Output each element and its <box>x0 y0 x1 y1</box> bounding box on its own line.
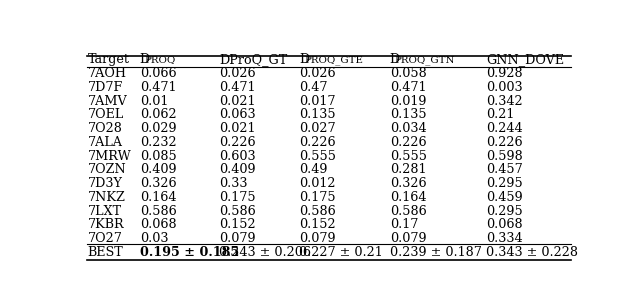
Text: 0.471: 0.471 <box>140 81 176 94</box>
Text: 0.586: 0.586 <box>390 205 426 218</box>
Text: 0.409: 0.409 <box>220 163 256 176</box>
Text: 0.027: 0.027 <box>299 122 335 135</box>
Text: 7LXT: 7LXT <box>88 205 122 218</box>
Text: 0.085: 0.085 <box>140 150 177 163</box>
Text: 0.21: 0.21 <box>486 108 514 121</box>
Text: PROQ_GTN: PROQ_GTN <box>395 55 456 65</box>
Text: 0.295: 0.295 <box>486 177 523 190</box>
Text: 0.227 ± 0.21: 0.227 ± 0.21 <box>299 246 383 259</box>
Text: 0.243 ± 0.206: 0.243 ± 0.206 <box>220 246 311 259</box>
Text: 0.175: 0.175 <box>299 191 335 204</box>
Text: 0.226: 0.226 <box>299 136 335 149</box>
Text: 0.17: 0.17 <box>390 219 418 231</box>
Text: 0.49: 0.49 <box>299 163 328 176</box>
Text: D: D <box>140 53 150 67</box>
Text: 0.232: 0.232 <box>140 136 176 149</box>
Text: 0.058: 0.058 <box>390 67 426 80</box>
Text: 0.226: 0.226 <box>390 136 426 149</box>
Text: 0.152: 0.152 <box>299 219 335 231</box>
Text: 0.026: 0.026 <box>220 67 256 80</box>
Text: 0.239 ± 0.187: 0.239 ± 0.187 <box>390 246 481 259</box>
Text: Target: Target <box>88 53 129 67</box>
Text: 0.079: 0.079 <box>220 232 256 245</box>
Text: 0.03: 0.03 <box>140 232 168 245</box>
Text: 0.062: 0.062 <box>140 108 176 121</box>
Text: 0.135: 0.135 <box>390 108 426 121</box>
Text: D: D <box>390 53 400 67</box>
Text: 0.079: 0.079 <box>299 232 335 245</box>
Text: 0.555: 0.555 <box>299 150 336 163</box>
Text: GNN_DOVE: GNN_DOVE <box>486 53 564 67</box>
Text: 0.226: 0.226 <box>486 136 522 149</box>
Text: 0.33: 0.33 <box>220 177 248 190</box>
Text: 0.342: 0.342 <box>486 95 522 108</box>
Text: BEST: BEST <box>88 246 123 259</box>
Text: 7MRW: 7MRW <box>88 150 131 163</box>
Text: 0.226: 0.226 <box>220 136 256 149</box>
Text: 0.334: 0.334 <box>486 232 522 245</box>
Text: 7O28: 7O28 <box>88 122 122 135</box>
Text: 0.471: 0.471 <box>390 81 426 94</box>
Text: 0.017: 0.017 <box>299 95 335 108</box>
Text: 0.021: 0.021 <box>220 95 256 108</box>
Text: 0.586: 0.586 <box>299 205 336 218</box>
Text: 0.409: 0.409 <box>140 163 176 176</box>
Text: 0.021: 0.021 <box>220 122 256 135</box>
Text: 7KBR: 7KBR <box>88 219 124 231</box>
Text: 7NKZ: 7NKZ <box>88 191 125 204</box>
Text: 0.019: 0.019 <box>390 95 426 108</box>
Text: 0.586: 0.586 <box>140 205 177 218</box>
Text: 0.079: 0.079 <box>390 232 426 245</box>
Text: PROQ_GTE: PROQ_GTE <box>304 55 364 65</box>
Text: 0.164: 0.164 <box>140 191 176 204</box>
Text: 7D3Y: 7D3Y <box>88 177 122 190</box>
Text: 0.164: 0.164 <box>390 191 426 204</box>
Text: 7ALA: 7ALA <box>88 136 122 149</box>
Text: 0.244: 0.244 <box>486 122 522 135</box>
Text: 0.343 ± 0.228: 0.343 ± 0.228 <box>486 246 578 259</box>
Text: 0.026: 0.026 <box>299 67 335 80</box>
Text: 0.068: 0.068 <box>486 219 522 231</box>
Text: 0.281: 0.281 <box>390 163 426 176</box>
Text: 7D7F: 7D7F <box>88 81 123 94</box>
Text: 0.034: 0.034 <box>390 122 426 135</box>
Text: 0.603: 0.603 <box>220 150 256 163</box>
Text: 0.459: 0.459 <box>486 191 523 204</box>
Text: 7OZN: 7OZN <box>88 163 126 176</box>
Text: 0.003: 0.003 <box>486 81 522 94</box>
Text: 0.068: 0.068 <box>140 219 176 231</box>
Text: 0.063: 0.063 <box>220 108 256 121</box>
Text: 0.295: 0.295 <box>486 205 523 218</box>
Text: D: D <box>299 53 309 67</box>
Text: 0.066: 0.066 <box>140 67 176 80</box>
Text: DProQ_GT: DProQ_GT <box>220 53 287 67</box>
Text: 7AOH: 7AOH <box>88 67 127 80</box>
Text: 0.928: 0.928 <box>486 67 522 80</box>
Text: 7O27: 7O27 <box>88 232 122 245</box>
Text: 0.326: 0.326 <box>140 177 176 190</box>
Text: 0.326: 0.326 <box>390 177 426 190</box>
Text: 0.195 ± 0.185: 0.195 ± 0.185 <box>140 246 239 259</box>
Text: 0.598: 0.598 <box>486 150 523 163</box>
Text: 0.457: 0.457 <box>486 163 523 176</box>
Text: 0.029: 0.029 <box>140 122 176 135</box>
Text: 0.175: 0.175 <box>220 191 256 204</box>
Text: 0.012: 0.012 <box>299 177 335 190</box>
Text: 0.586: 0.586 <box>220 205 256 218</box>
Text: PROQ: PROQ <box>145 55 176 64</box>
Text: 0.555: 0.555 <box>390 150 427 163</box>
Text: 0.01: 0.01 <box>140 95 168 108</box>
Text: 0.471: 0.471 <box>220 81 256 94</box>
Text: 0.152: 0.152 <box>220 219 256 231</box>
Text: 7AMV: 7AMV <box>88 95 127 108</box>
Text: 7OEL: 7OEL <box>88 108 124 121</box>
Text: 0.47: 0.47 <box>299 81 328 94</box>
Text: 0.135: 0.135 <box>299 108 335 121</box>
